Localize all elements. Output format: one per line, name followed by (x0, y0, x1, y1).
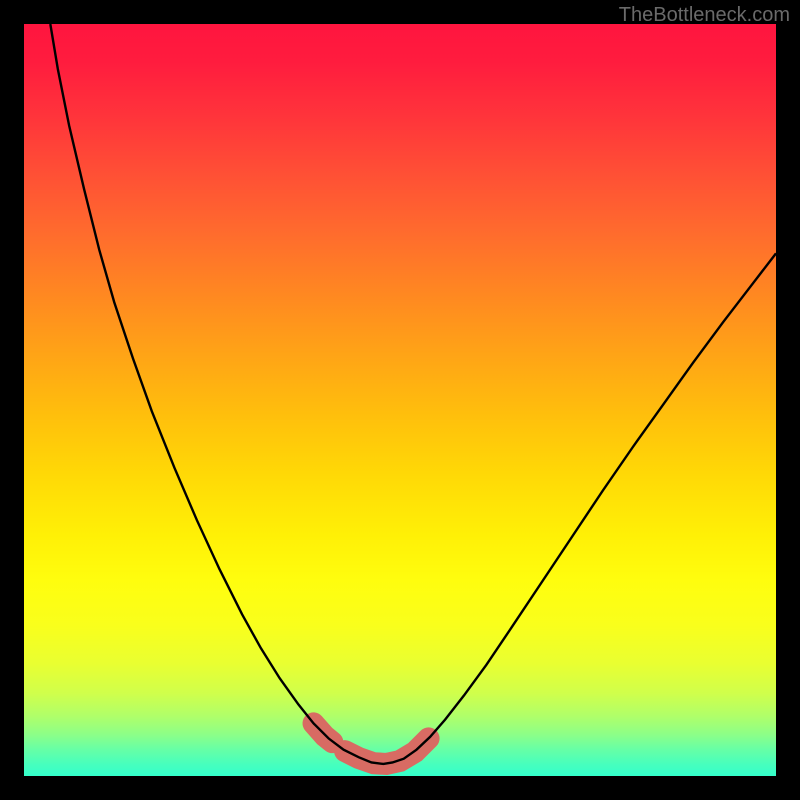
curve-layer (24, 24, 776, 776)
bottleneck-curve (50, 24, 776, 764)
plot-frame (24, 24, 776, 776)
watermark-text: TheBottleneck.com (619, 4, 790, 27)
